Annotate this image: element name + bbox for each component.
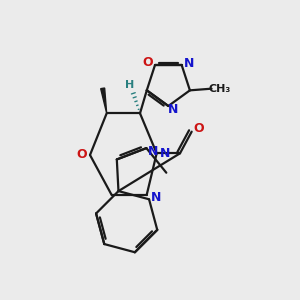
Text: N: N	[160, 147, 170, 160]
Text: N: N	[168, 103, 178, 116]
Text: H: H	[125, 80, 135, 90]
Text: N: N	[148, 145, 158, 158]
Text: O: O	[193, 122, 204, 135]
Text: O: O	[76, 148, 87, 161]
Text: N: N	[184, 57, 194, 70]
Text: O: O	[142, 56, 153, 69]
Polygon shape	[101, 88, 107, 113]
Text: N: N	[151, 191, 161, 204]
Text: CH₃: CH₃	[209, 84, 231, 94]
